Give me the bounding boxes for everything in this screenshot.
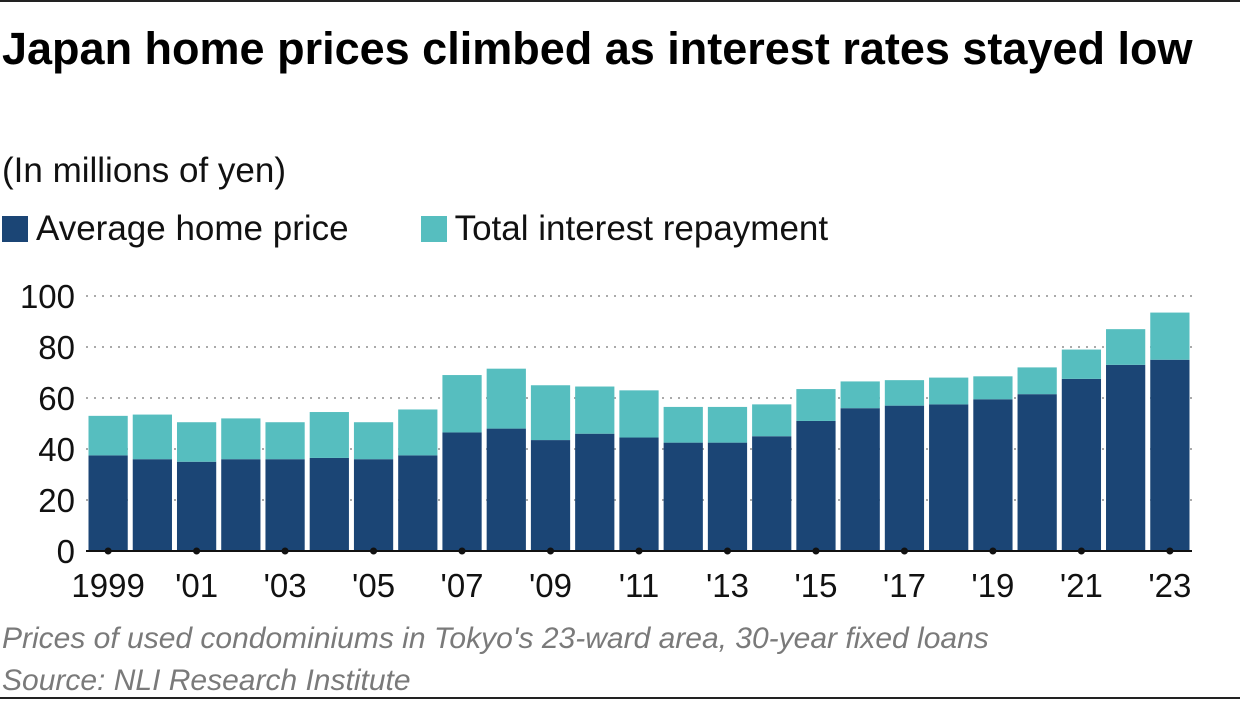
bar-home-price <box>575 433 615 551</box>
bar-interest-repayment <box>486 368 526 429</box>
footnote-note: Prices of used condominiums in Tokyo's 2… <box>2 622 989 655</box>
x-tick-mark <box>104 547 112 555</box>
bar-interest-repayment <box>752 404 792 437</box>
bar-interest-repayment <box>398 409 438 456</box>
bar-home-price <box>1061 378 1102 551</box>
x-tick-label: '09 <box>529 567 572 604</box>
bar-home-price <box>663 442 703 551</box>
bar-interest-repayment <box>840 381 880 409</box>
bar-interest-repayment <box>530 385 571 441</box>
x-tick-label: '13 <box>706 567 749 604</box>
top-rule <box>0 0 1240 2</box>
x-tick-label: '23 <box>1148 567 1191 604</box>
x-tick-label: '17 <box>883 567 926 604</box>
bar-home-price <box>442 432 482 551</box>
bar-home-price <box>796 420 836 551</box>
bar-interest-repayment <box>884 380 925 406</box>
chart-subtitle: (In millions of yen) <box>2 151 286 190</box>
x-tick-label: '05 <box>352 567 395 604</box>
bar-interest-repayment <box>265 422 305 460</box>
bottom-rule <box>0 697 1240 699</box>
y-tick-label: 80 <box>38 329 75 366</box>
bar-home-price <box>1150 359 1190 551</box>
stacked-bar-chart: 0 20 40 60 80 100 1999 '01 '03 '05 '07 '09 '11 '13 '15… <box>20 278 1192 604</box>
legend-item-interest: Total interest repayment <box>420 209 829 249</box>
bar-home-price <box>619 437 659 551</box>
bar-home-price <box>486 428 526 551</box>
bar-home-price <box>309 457 349 551</box>
bar-interest-repayment <box>353 422 394 460</box>
bar-interest-repayment <box>575 386 615 434</box>
x-tick-mark <box>900 547 908 555</box>
bar-interest-repayment <box>1150 312 1190 360</box>
bar-home-price <box>752 436 792 551</box>
bar-home-price <box>1106 364 1146 551</box>
x-tick-mark <box>989 547 997 555</box>
bar-interest-repayment <box>663 406 703 443</box>
x-tick-mark <box>1166 547 1174 555</box>
footnote-source: Source: NLI Research Institute <box>2 664 411 697</box>
y-tick-label: 60 <box>38 380 75 417</box>
x-tick-mark <box>547 547 555 555</box>
y-tick-label: 100 <box>20 278 75 315</box>
bar-home-price <box>88 455 128 551</box>
x-tick-mark <box>812 547 820 555</box>
bar-interest-repayment <box>221 418 261 460</box>
bar-interest-repayment <box>132 414 172 460</box>
x-tick-label: 1999 <box>71 567 144 604</box>
legend-label-home-price: Average home price <box>36 209 349 248</box>
bar-interest-repayment <box>442 375 482 433</box>
bar-home-price <box>1017 394 1057 551</box>
bar-home-price <box>398 455 438 551</box>
x-tick-mark <box>1077 547 1085 555</box>
x-tick-mark <box>723 547 731 555</box>
x-tick-label: '01 <box>175 567 218 604</box>
x-tick-label: '19 <box>971 567 1014 604</box>
bar-interest-repayment <box>796 389 836 421</box>
bar-home-price <box>221 459 261 551</box>
x-tick-mark <box>281 547 289 555</box>
bar-home-price <box>929 404 969 551</box>
bar-home-price <box>530 440 571 551</box>
x-tick-mark <box>193 547 201 555</box>
bar-home-price <box>353 459 394 551</box>
y-tick-label: 0 <box>57 533 75 570</box>
bar-interest-repayment <box>929 377 969 405</box>
x-tick-label: '03 <box>264 567 307 604</box>
footnote: Prices of used condominiums in Tokyo's 2… <box>2 618 989 702</box>
bar-home-price <box>840 408 880 551</box>
legend-swatch-home-price <box>2 216 28 242</box>
bar-interest-repayment <box>309 412 349 458</box>
x-tick-label: '07 <box>441 567 484 604</box>
legend: Average home price Total interest repaym… <box>2 207 900 251</box>
x-tick-mark <box>635 547 643 555</box>
x-tick-label: '21 <box>1060 567 1103 604</box>
bar-home-price <box>132 459 172 551</box>
x-tick-label: '11 <box>619 567 660 604</box>
bar-interest-repayment <box>1106 329 1146 365</box>
chart-title: Japan home prices climbed as interest ra… <box>2 23 1193 74</box>
bar-interest-repayment <box>707 406 748 443</box>
bar-home-price <box>973 399 1013 551</box>
bar-home-price <box>884 405 925 551</box>
bar-interest-repayment <box>1061 349 1102 379</box>
bar-interest-repayment <box>88 415 128 456</box>
y-tick-label: 20 <box>38 482 75 519</box>
legend-item-home-price: Average home price <box>2 209 349 249</box>
bar-interest-repayment <box>973 376 1013 400</box>
bar-home-price <box>176 461 217 551</box>
bar-interest-repayment <box>619 390 659 438</box>
bar-interest-repayment <box>1017 367 1057 395</box>
legend-label-interest: Total interest repayment <box>454 209 829 248</box>
legend-swatch-interest <box>420 216 447 242</box>
x-tick-label: '15 <box>794 567 837 604</box>
x-tick-mark <box>370 547 378 555</box>
bar-interest-repayment <box>176 422 217 462</box>
x-tick-mark <box>458 547 466 555</box>
bar-home-price <box>707 442 748 551</box>
y-tick-label: 40 <box>38 431 75 468</box>
bar-home-price <box>265 459 305 551</box>
